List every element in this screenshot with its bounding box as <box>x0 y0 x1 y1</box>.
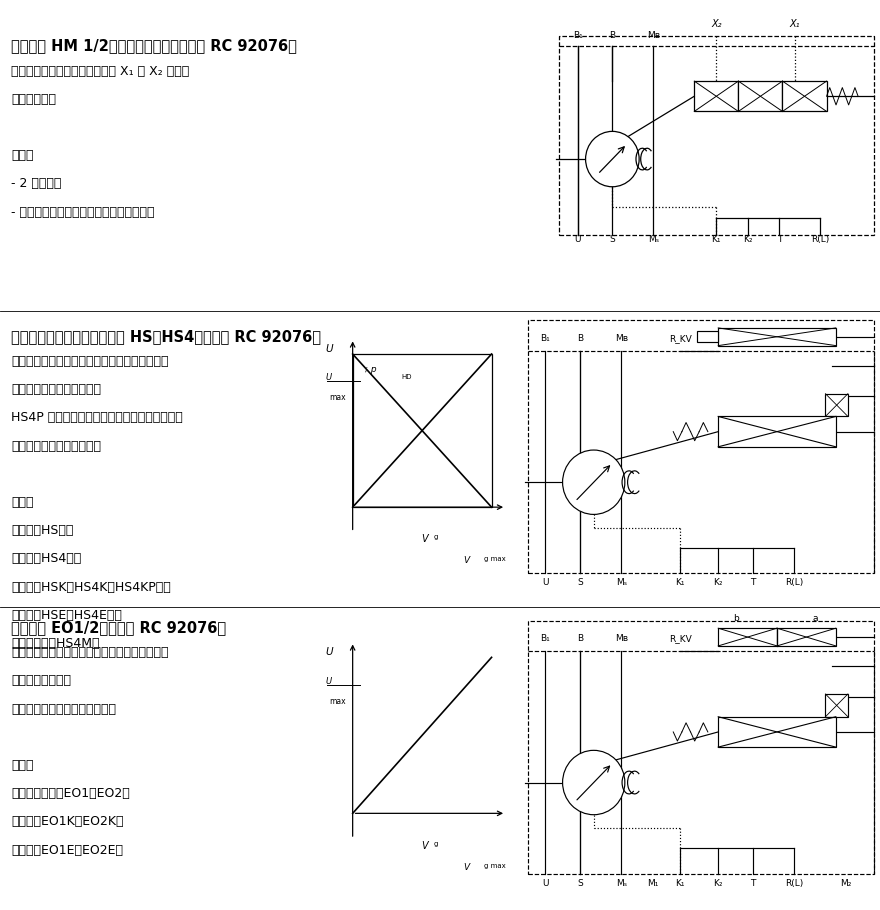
Text: U: U <box>326 677 332 686</box>
Text: max: max <box>329 393 346 402</box>
Bar <box>559 35 874 235</box>
Text: 控制压力范围（EO1，EO2）: 控制压力范围（EO1，EO2） <box>11 787 130 800</box>
Text: 伺服阀（HS）；: 伺服阀（HS）； <box>11 524 74 537</box>
Text: U: U <box>542 879 548 887</box>
Text: g max: g max <box>484 863 506 869</box>
Text: U: U <box>326 373 332 382</box>
Text: X₁: X₁ <box>790 19 800 29</box>
Text: S: S <box>610 235 615 244</box>
Text: 短路阀（EO1K，EO2K）: 短路阀（EO1K，EO2K） <box>11 815 124 828</box>
Text: HD: HD <box>401 374 412 380</box>
Bar <box>528 320 874 573</box>
Text: T: T <box>750 879 756 887</box>
Text: R(L): R(L) <box>811 235 830 244</box>
Text: 制油量相关。: 制油量相关。 <box>11 93 56 106</box>
Text: 泵排量是无级变化的，其与油口 X₁ 和 X₂ 中的控: 泵排量是无级变化的，其与油口 X₁ 和 X₂ 中的控 <box>11 65 190 77</box>
Text: B: B <box>576 634 583 643</box>
Text: 控制系统 EO1/2（请参阅 RC 92076）: 控制系统 EO1/2（请参阅 RC 92076） <box>11 621 226 635</box>
Text: R(L): R(L) <box>785 879 803 887</box>
Text: g max: g max <box>484 556 506 561</box>
Text: K₁: K₁ <box>676 579 685 587</box>
Text: U: U <box>542 579 548 587</box>
Text: S: S <box>577 879 583 887</box>
Text: ; p: ; p <box>365 365 377 374</box>
Text: 不带阀（EO1E，EO2E）: 不带阀（EO1E，EO2E） <box>11 844 123 856</box>
Bar <box>738 81 782 111</box>
Text: V: V <box>422 841 429 851</box>
Text: - 用于伺服阀或比例阀控制的基本控制设备: - 用于伺服阀或比例阀控制的基本控制设备 <box>11 206 155 218</box>
Text: M₂: M₂ <box>840 879 852 887</box>
Text: max: max <box>329 697 346 706</box>
Text: 带伺服阀或比例阀的控制系统 HS，HS4（请参阅 RC 92076）: 带伺服阀或比例阀的控制系统 HS，HS4（请参阅 RC 92076） <box>11 329 321 344</box>
Text: B₁: B₁ <box>540 634 550 643</box>
Text: S: S <box>577 579 583 587</box>
Text: 无级排量调节是通过可以反馈摆动角电气信号的: 无级排量调节是通过可以反馈摆动角电气信号的 <box>11 646 169 659</box>
Bar <box>825 694 848 717</box>
Text: T: T <box>750 579 756 587</box>
Bar <box>825 394 848 417</box>
Text: K₁: K₁ <box>676 879 685 887</box>
Text: V: V <box>463 863 469 872</box>
Bar <box>782 81 826 111</box>
Text: 比例阀来实现的。: 比例阀来实现的。 <box>11 674 71 687</box>
Bar <box>777 628 836 646</box>
Bar <box>694 81 738 111</box>
Text: Mʙ: Mʙ <box>615 334 627 343</box>
Bar <box>718 628 777 646</box>
Bar <box>698 331 718 342</box>
Text: a: a <box>812 614 818 623</box>
Text: 无级排量控制是通过可以反馈摆动角电气信号的: 无级排量控制是通过可以反馈摆动角电气信号的 <box>11 355 169 368</box>
Text: g: g <box>434 841 438 847</box>
Text: B₁: B₁ <box>540 334 550 343</box>
Text: Mʙ: Mʙ <box>615 634 627 643</box>
Text: Mₛ: Mₛ <box>616 579 627 587</box>
Text: R_KV: R_KV <box>669 634 692 643</box>
Text: 伺服阀或比例阀来实现的。: 伺服阀或比例阀来实现的。 <box>11 383 101 396</box>
Text: B: B <box>576 334 583 343</box>
Text: R(L): R(L) <box>785 579 803 587</box>
Text: M₁: M₁ <box>647 879 658 887</box>
Text: K₁: K₁ <box>712 235 721 244</box>
Bar <box>718 717 836 747</box>
Text: K₂: K₂ <box>714 579 723 587</box>
Text: 油浸式使用（HS4M）: 油浸式使用（HS4M） <box>11 637 100 650</box>
Text: 可选：: 可选： <box>11 496 34 509</box>
Text: V: V <box>422 534 429 544</box>
Text: 此控制可用作排量的电动控制。: 此控制可用作排量的电动控制。 <box>11 703 116 715</box>
Bar <box>718 417 836 447</box>
Text: B: B <box>609 31 615 40</box>
Text: T: T <box>777 235 782 244</box>
Text: U: U <box>326 648 334 657</box>
Text: 液压控制 HM 1/2，控制体积相关（请参阅 RC 92076）: 液压控制 HM 1/2，控制体积相关（请参阅 RC 92076） <box>11 38 297 53</box>
Circle shape <box>562 751 625 814</box>
Text: K₂: K₂ <box>743 235 752 244</box>
Text: V: V <box>463 556 469 564</box>
Bar <box>718 328 836 346</box>
Circle shape <box>562 450 625 514</box>
Text: Mʙ: Mʙ <box>647 31 660 40</box>
Text: X₂: X₂ <box>711 19 722 29</box>
Text: K₂: K₂ <box>714 879 723 887</box>
Text: 用于电气压力和功率控制。: 用于电气压力和功率控制。 <box>11 440 101 452</box>
Text: B₁: B₁ <box>573 31 583 40</box>
Text: Mₛ: Mₛ <box>648 235 659 244</box>
Text: U: U <box>326 344 334 354</box>
Text: 比例阀（HS4）；: 比例阀（HS4）； <box>11 552 82 565</box>
Text: 应用：: 应用： <box>11 149 34 162</box>
Circle shape <box>585 131 639 187</box>
Bar <box>528 621 874 874</box>
Text: U: U <box>575 235 581 244</box>
Bar <box>353 354 492 507</box>
Text: R_KV: R_KV <box>669 334 692 343</box>
Text: - 2 点式控制: - 2 点式控制 <box>11 177 62 190</box>
Text: 短路阀（HSK，HS4K，HS4KP）；: 短路阀（HSK，HS4K，HS4KP）； <box>11 581 172 593</box>
Text: 可选：: 可选： <box>11 759 34 772</box>
Text: g: g <box>434 534 438 541</box>
Text: Mₛ: Mₛ <box>616 879 627 887</box>
Text: HS4P 控制系统配备有附带的压力传感器，以便: HS4P 控制系统配备有附带的压力传感器，以便 <box>11 411 183 424</box>
Text: 不带阀（HSE，HS4E）。: 不带阀（HSE，HS4E）。 <box>11 609 122 622</box>
Text: b: b <box>733 614 738 623</box>
